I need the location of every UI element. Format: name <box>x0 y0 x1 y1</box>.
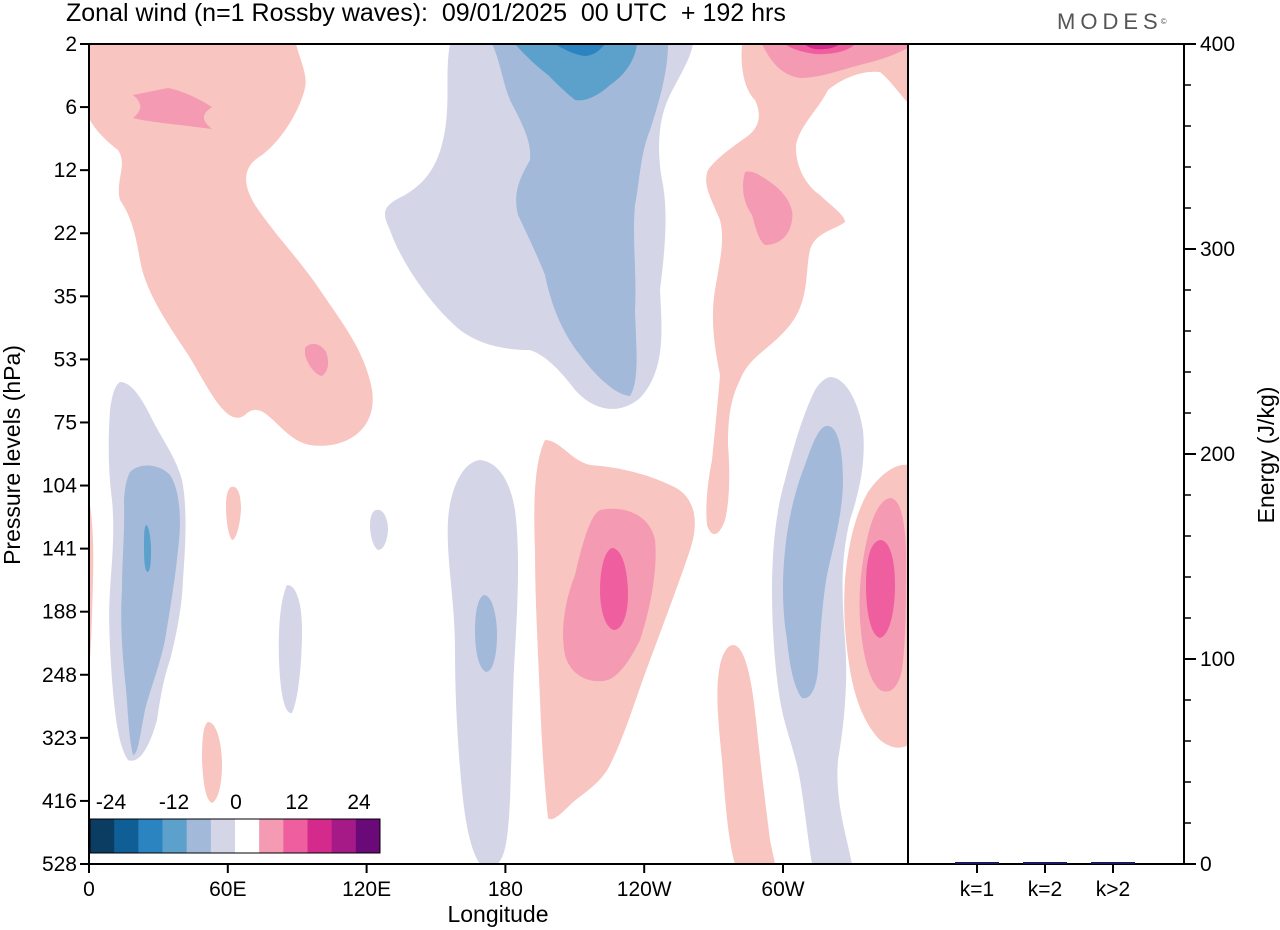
x-tick-label: 120W <box>617 878 672 901</box>
colorbar-label: -12 <box>159 791 189 814</box>
contour-neg8-upper-central <box>492 44 668 396</box>
energy-x-tick-label: k>2 <box>1096 878 1130 901</box>
contour-pos4-upper-east <box>706 44 908 535</box>
contour-neg12-lower-west <box>144 525 151 572</box>
energy-bar <box>1023 862 1067 864</box>
x-tick-label: 120E <box>342 878 391 901</box>
modes-logo: MODES© <box>1057 9 1167 35</box>
contour-pos8-upper-east-b <box>762 44 908 78</box>
contour-pos4-small-a <box>226 486 241 540</box>
contour-pos4-upper-west <box>89 44 373 446</box>
colorbar-swatch <box>259 819 284 853</box>
colorbar-swatch <box>355 819 381 853</box>
energy-bar <box>1091 862 1135 864</box>
y-tick-label: 528 <box>42 853 77 876</box>
energy-y-axis-title: Energy (J/kg) <box>1253 387 1279 524</box>
y-tick-label: 104 <box>42 475 77 498</box>
contour-pos12-lower-central <box>600 548 628 630</box>
x-tick-label: 60W <box>761 878 804 901</box>
colorbar-swatch <box>210 819 236 853</box>
contour-neg4-small-b <box>278 585 302 714</box>
contour-neg16-upper-central <box>555 44 605 56</box>
contour-pos16-upper-east <box>805 44 840 50</box>
y-tick-label: 141 <box>42 538 77 561</box>
heatmap-axes: 0 60E 120E 180 120W 60W 2 6 12 22 35 53 75 104 141 188 2… <box>42 33 805 901</box>
colorbar-labels: -24 -12 0 12 24 <box>96 791 371 814</box>
colorbar-swatch <box>162 819 188 853</box>
contour-pos4-small-b <box>202 722 222 803</box>
energy-x-tick-label: k=2 <box>1028 878 1062 901</box>
colorbar-label: 24 <box>347 791 371 814</box>
contour-pos12-east-edge <box>866 540 895 638</box>
y-tick-label: 323 <box>42 727 77 750</box>
contour-neg8-lower-east <box>782 425 843 699</box>
colorbar-label: 0 <box>230 791 242 814</box>
colorbar-label: 12 <box>285 791 308 814</box>
contour-neg8-lower-central <box>475 595 497 672</box>
y-tick-label: 248 <box>42 664 77 687</box>
contour-neg4-small-a <box>370 509 388 550</box>
y-tick-label: 35 <box>54 285 77 308</box>
colorbar-swatch <box>186 819 212 853</box>
heatmap-x-axis-title: Longitude <box>447 901 548 927</box>
x-tick-label: 60E <box>209 878 246 901</box>
energy-x-tick-label: k=1 <box>960 878 994 901</box>
chart-title: Zonal wind (n=1 Rossby waves): 09/01/202… <box>66 0 786 27</box>
colorbar-swatch <box>307 819 333 853</box>
colorbar-label: -24 <box>96 791 127 814</box>
y-tick-label: 22 <box>54 222 77 245</box>
heatmap-y-axis-title: Pressure levels (hPa) <box>0 345 25 565</box>
energy-y-tick-label: 300 <box>1200 238 1235 261</box>
colorbar-swatch <box>138 819 163 853</box>
energy-y-tick-label: 0 <box>1200 853 1212 876</box>
y-tick-label: 53 <box>54 348 77 371</box>
energy-y-tick-label: 200 <box>1200 443 1235 466</box>
contour-pos4-edge-left <box>89 500 94 670</box>
contour-pos8-west-mid <box>305 343 329 376</box>
colorbar <box>89 818 381 854</box>
brand-text: MODES <box>1057 9 1163 34</box>
colorbar-swatch <box>331 819 357 853</box>
contour-neg12-upper-central <box>515 44 637 101</box>
energy-panel-frame <box>907 43 1185 865</box>
energy-y-tick-label: 400 <box>1200 33 1235 56</box>
contour-pos4-lower-right <box>717 645 775 864</box>
colorbar-swatch <box>235 819 260 853</box>
energy-bars <box>955 862 1135 864</box>
contour-pos8-west-top <box>133 88 212 129</box>
energy-bar <box>955 862 999 864</box>
brand-mark: © <box>1160 17 1167 26</box>
y-tick-label: 12 <box>54 159 77 182</box>
x-tick-label: 0 <box>83 878 95 901</box>
colorbar-swatch <box>283 819 308 853</box>
y-tick-label: 2 <box>65 33 77 56</box>
contour-pos8-upper-east-a <box>742 171 793 245</box>
colorbar-swatch <box>90 819 115 853</box>
x-tick-label: 180 <box>488 878 523 901</box>
y-tick-label: 6 <box>65 96 77 119</box>
colorbar-swatch <box>114 819 139 853</box>
energy-axes: 0 100 200 300 400 k=1 k=2 k>2 <box>960 33 1235 901</box>
y-tick-label: 188 <box>42 601 77 624</box>
energy-y-tick-label: 100 <box>1200 648 1235 671</box>
y-tick-label: 75 <box>54 411 77 434</box>
contour-neg8-lower-west <box>121 465 180 755</box>
contour-field <box>89 44 908 864</box>
y-tick-label: 416 <box>42 790 77 813</box>
